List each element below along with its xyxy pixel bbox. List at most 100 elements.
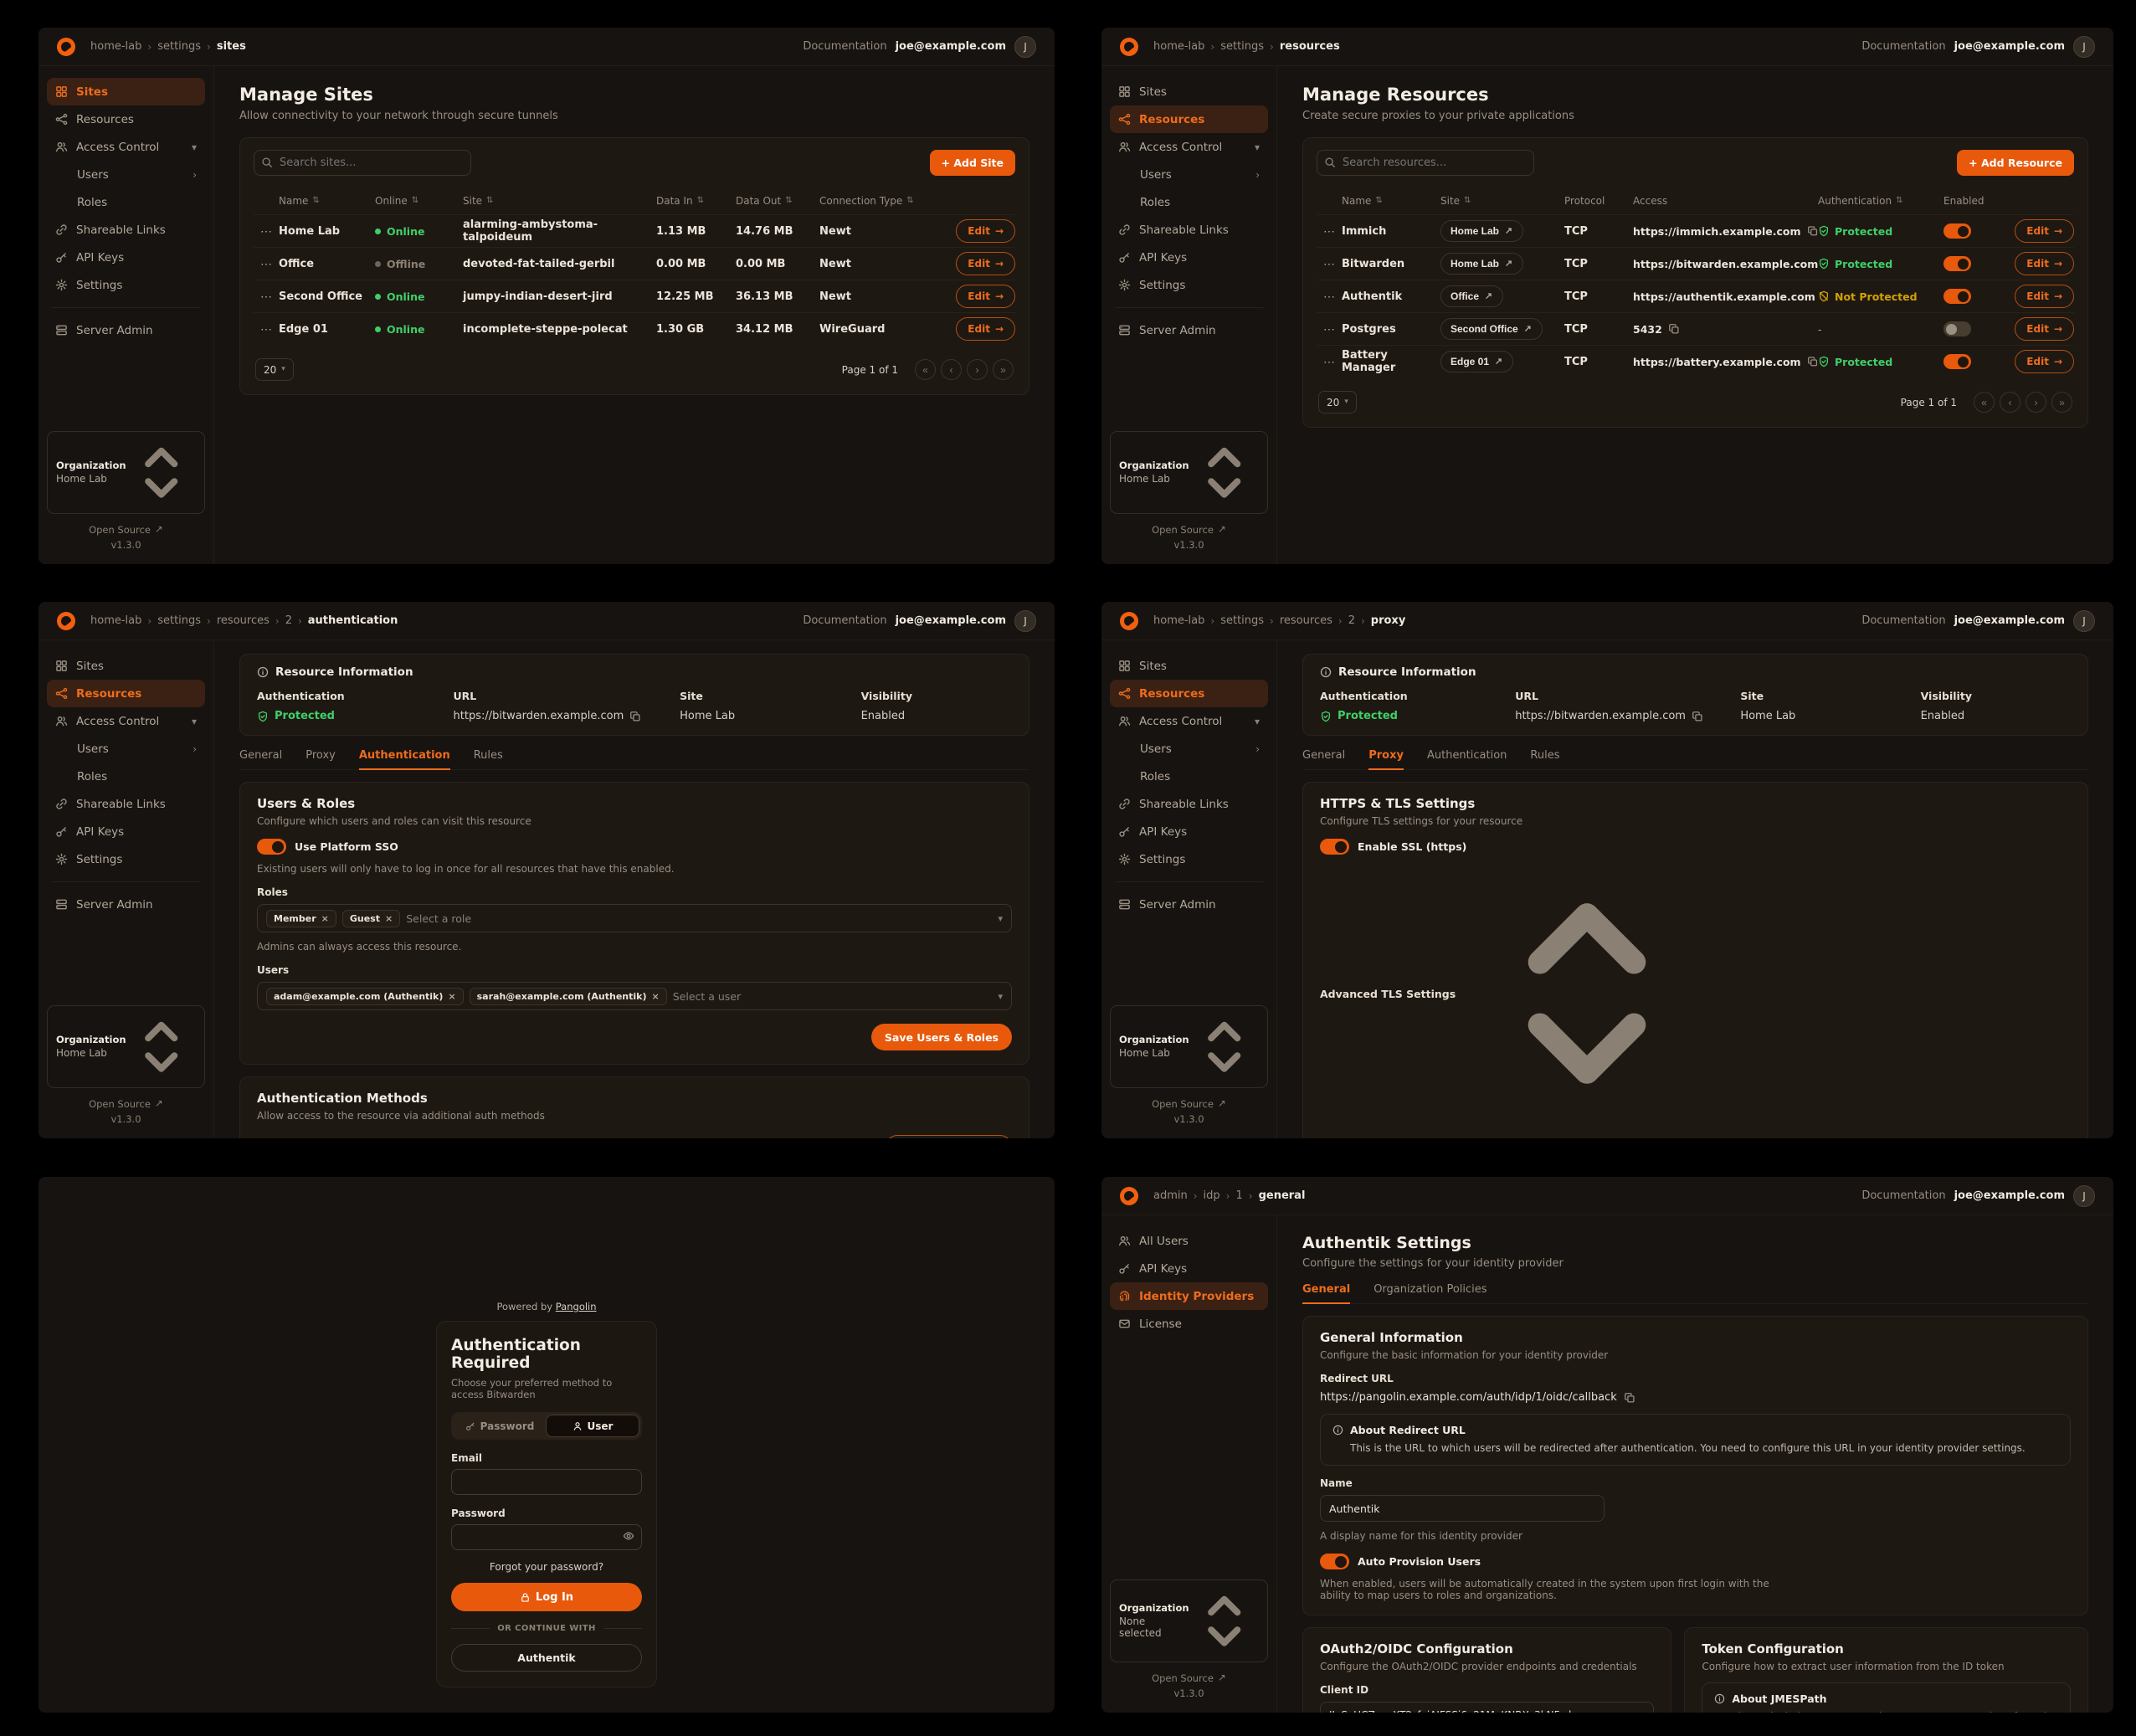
client-id-input[interactable]	[1320, 1702, 1655, 1713]
row-actions-button[interactable]: ⋯	[1317, 323, 1342, 335]
auto-provision-toggle[interactable]	[1320, 1554, 1349, 1569]
remove-chip-icon[interactable]: ×	[385, 912, 393, 924]
tab-organization-policies[interactable]: Organization Policies	[1374, 1283, 1487, 1296]
sidebar-item-settings[interactable]: Settings	[47, 271, 205, 299]
sidebar-item-resources[interactable]: Resources	[1110, 105, 1268, 133]
tab-user[interactable]: User	[546, 1415, 639, 1437]
previous-page-button[interactable]: ‹	[941, 359, 962, 380]
breadcrumb-item[interactable]: admin	[1153, 1189, 1188, 1202]
open-source-link[interactable]: Open Source ↗	[47, 1098, 205, 1110]
sidebar-item-api-keys[interactable]: API Keys	[1110, 1255, 1268, 1282]
sidebar-item-access-control[interactable]: Access Control ▾	[1110, 133, 1268, 161]
sidebar-item-identity-providers[interactable]: Identity Providers	[1110, 1282, 1268, 1310]
tab-rules[interactable]: Rules	[473, 749, 503, 762]
search-input[interactable]	[1317, 150, 1534, 176]
enabled-toggle[interactable]	[1943, 223, 1971, 239]
remove-chip-icon[interactable]: ×	[448, 990, 456, 1002]
authentik-sso-button[interactable]: Authentik	[451, 1644, 642, 1672]
open-source-link[interactable]: Open Source ↗	[1110, 524, 1268, 536]
organization-selector[interactable]: Organization Home Lab	[47, 1004, 205, 1088]
enabled-toggle[interactable]	[1943, 289, 1971, 304]
documentation-link[interactable]: Documentation	[1861, 614, 1946, 627]
log-in-button[interactable]: Log In	[451, 1583, 642, 1611]
user-email-menu[interactable]: joe@example.com	[895, 40, 1006, 53]
edit-button[interactable]: Edit →	[2015, 252, 2074, 275]
platform-sso-toggle[interactable]	[257, 839, 286, 855]
access-port[interactable]: 5432	[1633, 322, 1662, 336]
name-input[interactable]	[1320, 1495, 1605, 1522]
sidebar-item-all-users[interactable]: All Users	[1110, 1227, 1268, 1255]
forgot-password-link[interactable]: Forgot your password?	[489, 1561, 604, 1573]
breadcrumb-item[interactable]: 2	[285, 614, 292, 627]
redirect-url[interactable]: https://pangolin.example.com/auth/idp/1/…	[1320, 1391, 1617, 1404]
tab-rules[interactable]: Rules	[1530, 749, 1560, 762]
edit-button[interactable]: Edit →	[2015, 350, 2074, 373]
open-source-link[interactable]: Open Source ↗	[1110, 1672, 1268, 1684]
sidebar-item-roles[interactable]: Roles	[1110, 188, 1268, 216]
site-link-pill[interactable]: Home Lab ↗	[1440, 253, 1524, 275]
avatar[interactable]: J	[2073, 1184, 2095, 1207]
breadcrumb-item[interactable]: 2	[1348, 614, 1355, 627]
breadcrumb-item[interactable]: settings	[1220, 614, 1265, 627]
edit-button[interactable]: Edit →	[2015, 219, 2074, 243]
breadcrumb-item[interactable]: home-lab	[90, 40, 142, 53]
sidebar-item-server-admin[interactable]: Server Admin	[47, 891, 205, 918]
documentation-link[interactable]: Documentation	[1861, 1189, 1946, 1202]
sidebar-item-shareable-links[interactable]: Shareable Links	[1110, 790, 1268, 818]
column-header[interactable]: Connection Type ⇅	[819, 195, 914, 207]
row-actions-button[interactable]: ⋯	[254, 225, 279, 237]
enabled-toggle[interactable]	[1943, 321, 1971, 336]
avatar[interactable]: J	[1014, 35, 1036, 58]
copy-icon[interactable]	[1668, 323, 1680, 335]
row-actions-button[interactable]: ⋯	[1317, 225, 1342, 237]
sidebar-item-sites[interactable]: Sites	[1110, 78, 1268, 105]
email-field[interactable]	[451, 1469, 642, 1495]
resource-url[interactable]: https://bitwarden.example.com	[453, 710, 624, 722]
column-header[interactable]: Data In ⇅	[656, 195, 705, 207]
row-actions-button[interactable]: ⋯	[254, 290, 279, 302]
page-size-select[interactable]: 20 ▾	[255, 358, 294, 381]
tab-password[interactable]: Password	[454, 1415, 546, 1437]
site-link-pill[interactable]: Home Lab ↗	[1440, 220, 1524, 242]
breadcrumb-item[interactable]: 1	[1235, 1189, 1243, 1202]
edit-button[interactable]: Edit →	[956, 219, 1015, 243]
row-actions-button[interactable]: ⋯	[1317, 356, 1342, 367]
remove-password-button[interactable]: Remove Password	[886, 1135, 1012, 1138]
site-link-pill[interactable]: Second Office ↗	[1440, 318, 1543, 340]
copy-icon[interactable]	[1692, 711, 1703, 722]
avatar[interactable]: J	[2073, 35, 2095, 58]
documentation-link[interactable]: Documentation	[803, 614, 887, 627]
copy-icon[interactable]	[1624, 1392, 1635, 1404]
sidebar-item-resources[interactable]: Resources	[47, 105, 205, 133]
breadcrumb-item[interactable]: settings	[157, 40, 202, 53]
enabled-toggle[interactable]	[1943, 354, 1971, 369]
last-page-button[interactable]: »	[993, 359, 1014, 380]
user-email-menu[interactable]: joe@example.com	[1954, 1189, 2065, 1202]
access-url[interactable]: https://immich.example.com	[1633, 224, 1801, 238]
breadcrumb-item[interactable]: resources	[1279, 614, 1332, 627]
save-users-roles-button[interactable]: Save Users & Roles	[870, 1024, 1012, 1050]
sidebar-item-roles[interactable]: Roles	[47, 763, 205, 790]
breadcrumb-item[interactable]: settings	[1220, 40, 1265, 53]
tab-authentication[interactable]: Authentication	[358, 749, 450, 770]
copy-icon[interactable]	[1807, 225, 1818, 237]
site-link-pill[interactable]: Edge 01 ↗	[1440, 351, 1514, 372]
sidebar-item-settings[interactable]: Settings	[1110, 271, 1268, 299]
organization-selector[interactable]: Organization Home Lab	[1110, 430, 1268, 514]
avatar[interactable]: J	[1014, 609, 1036, 632]
first-page-button[interactable]: «	[1974, 392, 1995, 413]
access-url[interactable]: https://authentik.example.com	[1633, 290, 1815, 303]
breadcrumb-item[interactable]: home-lab	[1153, 40, 1205, 53]
edit-button[interactable]: Edit →	[956, 285, 1015, 308]
sidebar-item-users[interactable]: Users ›	[1110, 735, 1268, 763]
breadcrumb-item[interactable]: home-lab	[1153, 614, 1205, 627]
sidebar-item-users[interactable]: Users ›	[1110, 161, 1268, 188]
user-email-menu[interactable]: joe@example.com	[1954, 614, 2065, 627]
next-page-button[interactable]: ›	[967, 359, 988, 380]
sidebar-item-settings[interactable]: Settings	[47, 845, 205, 873]
tab-authentication[interactable]: Authentication	[1426, 749, 1507, 762]
documentation-link[interactable]: Documentation	[803, 40, 887, 53]
row-actions-button[interactable]: ⋯	[1317, 258, 1342, 270]
eye-icon[interactable]	[623, 1530, 634, 1542]
add-site-button[interactable]: + Add Site	[929, 150, 1015, 176]
